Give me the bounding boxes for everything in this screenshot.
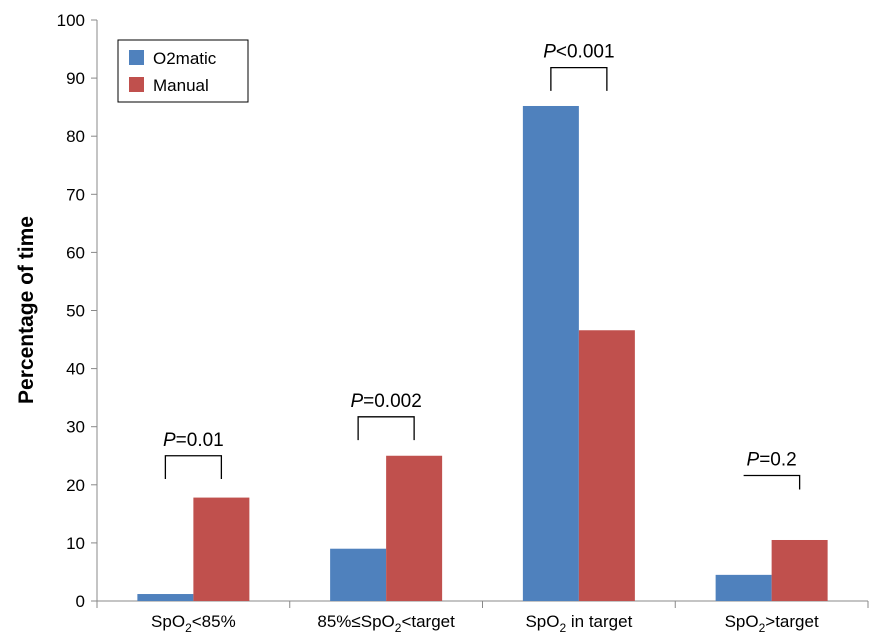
bar-manual: [193, 497, 250, 601]
legend-label-manual: Manual: [153, 76, 209, 95]
p-value-label: P=0.002: [350, 391, 421, 412]
y-tick-label: 0: [76, 592, 85, 611]
y-tick-label: 40: [66, 360, 85, 379]
y-tick-label: 100: [57, 11, 85, 30]
y-tick-label: 80: [66, 127, 85, 146]
significance-bracket: [357, 416, 415, 441]
p-value-label: P=0.01: [163, 430, 224, 451]
x-category-label-sub: 2: [759, 621, 766, 635]
bar-o2matic: [715, 574, 772, 601]
legend-swatch-manual: [129, 77, 144, 92]
bar-o2matic: [330, 548, 387, 601]
x-category-label-sub: 2: [395, 621, 402, 635]
y-axis-label: Percentage of time: [15, 216, 38, 404]
x-category-label: SpO2 in target: [525, 612, 632, 635]
p-value-italic: P: [350, 391, 363, 412]
p-value-italic: P: [543, 42, 556, 63]
p-value-text: =0.2: [759, 450, 797, 471]
x-category-label-post: in target: [566, 612, 632, 631]
x-category-label-pre: SpO: [725, 612, 759, 631]
significance-bracket: [743, 474, 801, 490]
y-axis-label-group: Percentage of time: [15, 216, 38, 404]
p-value-label: P=0.2: [747, 450, 797, 471]
x-category-label-sub: 2: [559, 621, 566, 635]
bar-o2matic: [137, 594, 194, 601]
y-tick-label: 50: [66, 302, 85, 321]
x-category-label: 85%≤SpO2<target: [317, 612, 455, 635]
x-category-label: SpO2>target: [725, 612, 819, 635]
x-category-label-pre: SpO: [151, 612, 185, 631]
p-value-italic: P: [163, 430, 176, 451]
p-value-italic: P: [747, 450, 760, 471]
y-tick-label: 60: [66, 243, 85, 262]
p-value-text: =0.002: [363, 391, 422, 412]
legend: O2matic Manual: [117, 39, 249, 103]
x-category-label-post: <target: [401, 612, 455, 631]
bar-o2matic: [522, 105, 579, 601]
y-tick-label: 70: [66, 185, 85, 204]
significance-bracket: [550, 66, 608, 91]
bar-manual: [386, 455, 443, 601]
bars: [137, 105, 828, 601]
p-value-text: <0.001: [556, 42, 615, 63]
x-category-label-pre: SpO: [525, 612, 559, 631]
x-category-label-sub: 2: [185, 621, 192, 635]
y-tick-label: 20: [66, 476, 85, 495]
x-category-label-pre: 85%≤SpO: [317, 612, 394, 631]
significance-bracket: [164, 455, 223, 479]
y-tick-label: 30: [66, 418, 85, 437]
x-category-label-post: >target: [765, 612, 819, 631]
p-value-text: =0.01: [176, 430, 224, 451]
legend-label-o2matic: O2matic: [153, 49, 217, 68]
legend-swatch-o2matic: [129, 50, 144, 65]
bar-manual: [578, 330, 635, 601]
x-category-label: SpO2<85%: [151, 612, 236, 635]
y-tick-label: 10: [66, 534, 85, 553]
y-tick-label: 90: [66, 69, 85, 88]
x-category-label-post: <85%: [192, 612, 236, 631]
p-value-label: P<0.001: [543, 42, 614, 63]
bar-manual: [771, 539, 828, 601]
